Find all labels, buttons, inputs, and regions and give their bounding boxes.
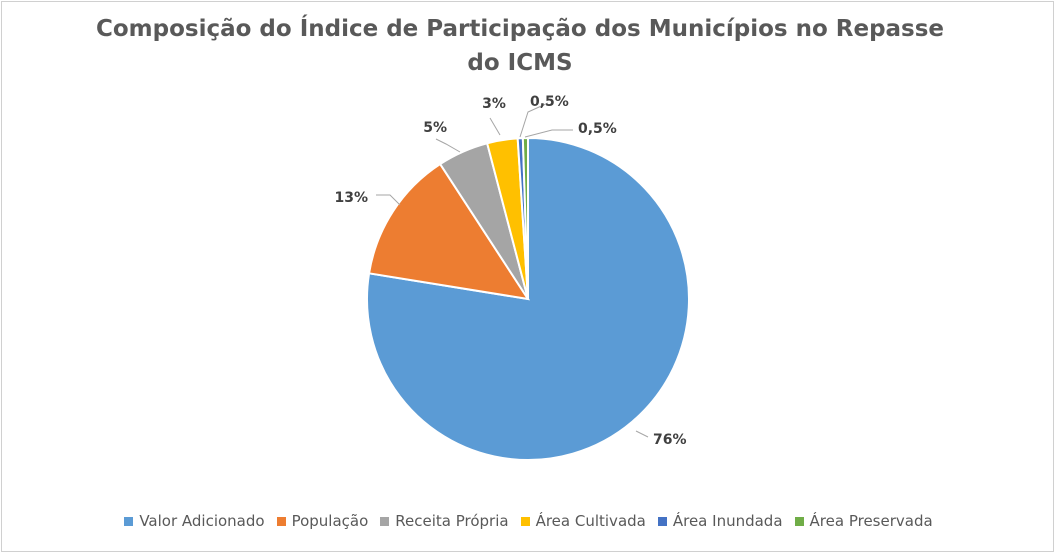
legend: Valor Adicionado População Receita Própria… bbox=[0, 512, 1057, 530]
data-label: 3% bbox=[482, 96, 506, 112]
data-label: 13% bbox=[334, 190, 368, 206]
legend-item: Área Inundada bbox=[657, 512, 783, 530]
legend-label: Área Preservada bbox=[809, 512, 933, 530]
legend-label: Área Cultivada bbox=[535, 512, 646, 530]
leader-line bbox=[519, 102, 549, 138]
chart-title-line-2: do ICMS bbox=[467, 50, 573, 76]
legend-label: Valor Adicionado bbox=[139, 512, 265, 530]
leader-line bbox=[489, 117, 501, 136]
leader-line bbox=[376, 194, 401, 206]
data-label: 5% bbox=[423, 120, 447, 136]
leader-line bbox=[635, 430, 649, 438]
legend-item: População bbox=[276, 512, 369, 530]
legend-item: Receita Própria bbox=[380, 512, 509, 530]
data-label: 76% bbox=[653, 432, 687, 448]
legend-swatch bbox=[657, 516, 667, 526]
chart-title: Composição do Índice de Participação dos… bbox=[0, 12, 1040, 80]
data-label: 0,5% bbox=[530, 94, 569, 110]
pie-slice-popula-o bbox=[367, 162, 531, 301]
legend-item: Área Preservada bbox=[794, 512, 933, 530]
legend-item: Valor Adicionado bbox=[124, 512, 265, 530]
data-label: 0,5% bbox=[578, 121, 617, 137]
leader-line bbox=[524, 129, 573, 138]
legend-label: Receita Própria bbox=[395, 512, 509, 530]
pie-slice--rea-preservada bbox=[521, 136, 529, 300]
legend-swatch bbox=[380, 516, 390, 526]
legend-swatch bbox=[124, 516, 134, 526]
leader-line bbox=[435, 138, 461, 153]
legend-swatch bbox=[794, 516, 804, 526]
legend-item: Área Cultivada bbox=[520, 512, 646, 530]
legend-swatch bbox=[276, 516, 286, 526]
legend-swatch bbox=[520, 516, 530, 526]
legend-label: Área Inundada bbox=[672, 512, 783, 530]
legend-label: População bbox=[291, 512, 369, 530]
chart-title-line-1: Composição do Índice de Participação dos… bbox=[95, 16, 945, 42]
